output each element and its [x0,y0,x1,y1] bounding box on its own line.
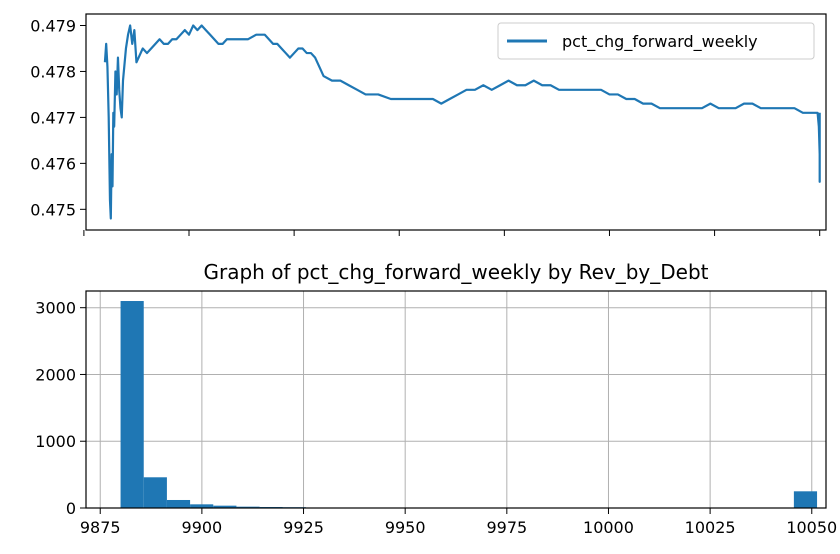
histogram-plot-area: 0 1000 2000 3000 9875 9900 9925 9950 9975 10000 10… [35,290,837,537]
y-tick-label: 2000 [35,365,76,384]
line-chart-plot-area: 0.475 0.476 0.477 0.478 0.479 [30,13,827,236]
histogram-frame [85,290,827,509]
x-tick-label: 9925 [283,518,324,537]
histogram-bar [120,301,144,508]
x-tick-label: 10050 [786,518,837,537]
y-tick-label: 1000 [35,432,76,451]
x-tick-label: 10025 [685,518,736,537]
line-chart-frame [85,13,827,231]
line-series-pct-chg-forward-weekly [103,24,821,220]
x-tick-label: 9875 [80,518,121,537]
legend-label-pct-chg-forward-weekly: pct_chg_forward_weekly [562,32,758,52]
x-tick-label: 10000 [583,518,634,537]
line-chart-axes: 0.475 0.476 0.477 0.478 0.479 pct_chg_forwar… [30,13,827,236]
histogram-bar [190,504,214,508]
histogram-bar [236,506,260,508]
histogram-title: Graph of pct_chg_forward_weekly by Rev_b… [203,260,708,284]
histogram-bar [213,505,237,508]
histogram-axes: Graph of pct_chg_forward_weekly by Rev_b… [35,260,837,537]
histogram-bar [143,477,167,508]
x-tick-label: 9950 [385,518,426,537]
y-tick-label: 0.477 [30,108,76,127]
y-tick-label: 3000 [35,299,76,318]
y-tick-label: 0.475 [30,200,76,219]
histogram-bar [166,499,191,508]
x-tick-label: 9900 [182,518,223,537]
line-chart-legend: pct_chg_forward_weekly [497,22,815,60]
y-tick-label: 0.478 [30,62,76,81]
histogram-bar [793,491,818,508]
legend-box [497,22,815,60]
y-tick-label: 0.476 [30,154,76,173]
y-tick-label: 0.479 [30,16,76,35]
x-tick-label: 9975 [486,518,527,537]
y-tick-label: 0 [66,499,76,518]
